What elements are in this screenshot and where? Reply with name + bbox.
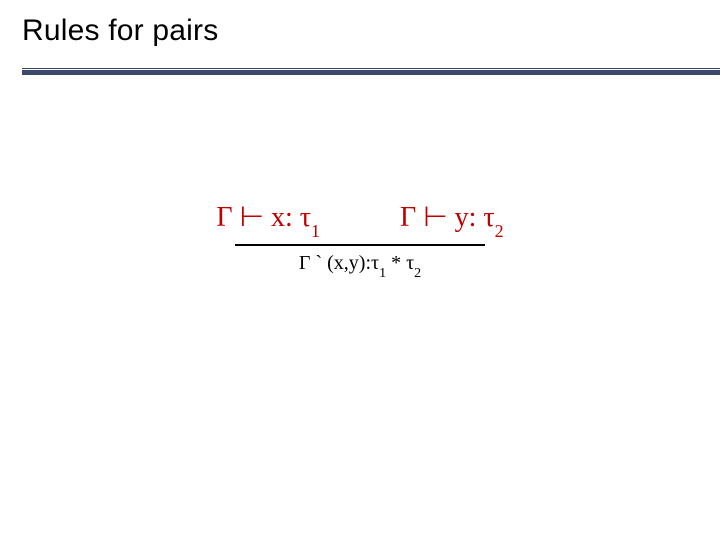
- slide-title: Rules for pairs: [22, 14, 698, 48]
- conclusion-star: *: [386, 252, 406, 274]
- slide: Rules for pairs Γ ⊢ x: τ1 Γ ⊢ y: τ2 Γ ` …: [0, 0, 720, 540]
- conclusion: Γ ` (x,y):τ1 * τ2: [150, 252, 570, 279]
- premise-2-type-sub: 2: [495, 221, 504, 241]
- premise-2: Γ ⊢ y: τ2: [400, 200, 504, 238]
- conclusion-lparen: (: [327, 252, 334, 274]
- premises-row: Γ ⊢ x: τ1 Γ ⊢ y: τ2: [150, 200, 570, 238]
- premise-2-ctx: Γ: [400, 202, 416, 233]
- conclusion-sub2: 2: [414, 266, 421, 281]
- premise-1-type-sub: 1: [311, 221, 320, 241]
- conclusion-sub1: 1: [379, 266, 386, 281]
- conclusion-x: x: [334, 252, 344, 274]
- premise-2-term: y: [455, 202, 469, 233]
- conclusion-ctx: Γ: [299, 252, 311, 274]
- premise-2-colon: :: [469, 202, 477, 233]
- premise-1-colon: :: [285, 202, 293, 233]
- conclusion-tau2: τ: [406, 252, 414, 274]
- premise-1-ctx: Γ: [216, 202, 232, 233]
- title-block: Rules for pairs: [22, 14, 698, 48]
- premise-1-term: x: [271, 202, 285, 233]
- inference-rule: Γ ⊢ x: τ1 Γ ⊢ y: τ2 Γ ` (x,y):τ1 * τ2: [150, 200, 570, 279]
- premise-2-type: τ: [483, 202, 494, 233]
- title-underline-thin: [22, 68, 720, 69]
- premise-2-turnstile: ⊢: [423, 202, 447, 233]
- premise-1: Γ ⊢ x: τ1: [216, 200, 320, 238]
- conclusion-tau1: τ: [371, 252, 379, 274]
- title-underline-thick: [22, 70, 720, 75]
- conclusion-y: y: [349, 252, 359, 274]
- inference-line: [235, 244, 485, 246]
- premise-1-turnstile: ⊢: [240, 202, 264, 233]
- premise-1-type: τ: [300, 202, 311, 233]
- conclusion-turnstile: `: [315, 252, 322, 274]
